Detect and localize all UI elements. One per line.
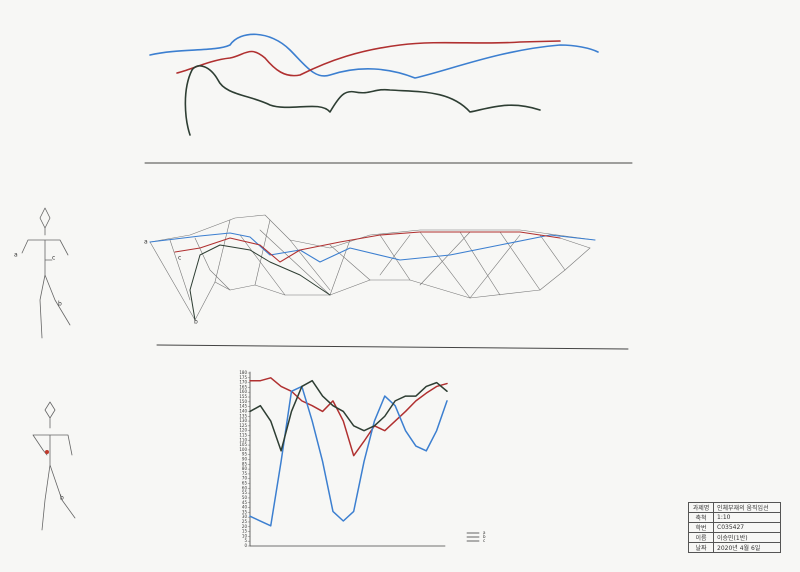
y-tick-label: 80	[242, 466, 248, 471]
y-tick-label: 100	[239, 447, 247, 452]
y-tick-label: 70	[242, 476, 248, 481]
y-tick-label: 180	[239, 370, 247, 375]
y-tick-label: 115	[239, 432, 247, 437]
motion-line	[149, 232, 596, 263]
y-tick-label: 110	[239, 437, 247, 442]
y-tick-label: 175	[239, 375, 247, 380]
figure-label: c	[178, 255, 181, 262]
title-key: 날짜	[688, 542, 714, 553]
y-tick-label: 35	[242, 509, 248, 514]
y-tick-label: 140	[239, 408, 247, 413]
title-value: 인체부재의 움직임선	[713, 502, 781, 513]
y-tick-label: 85	[242, 461, 248, 466]
y-tick-label: 75	[242, 471, 248, 476]
y-tick-label: 25	[242, 519, 248, 524]
motion-line	[176, 40, 561, 77]
y-tick-label: 120	[239, 428, 247, 433]
title-key: 과제명	[688, 502, 714, 513]
y-tick-label: 90	[242, 457, 248, 462]
title-row: 날짜 2020년 4월 6일	[688, 542, 781, 553]
motion-line	[174, 231, 561, 263]
y-tick-label: 150	[239, 399, 247, 404]
y-tick-label: 155	[239, 394, 247, 399]
series-line	[249, 377, 448, 457]
title-row: 과제명 인체부재의 움직임선	[688, 502, 781, 513]
y-tick-label: 165	[239, 384, 247, 389]
title-value: 이승민(1반)	[713, 532, 781, 543]
y-tick-label: 65	[242, 481, 248, 486]
title-key: 이름	[688, 532, 714, 543]
title-row: 학번 C035427	[688, 522, 781, 533]
y-tick-label: 170	[239, 380, 247, 385]
figure-label: b	[194, 319, 198, 326]
title-value: 2020년 4월 6일	[713, 542, 781, 553]
title-value: C035427	[713, 522, 781, 533]
y-tick-label: 20	[242, 524, 248, 529]
y-tick-label: 95	[242, 452, 248, 457]
divider	[156, 344, 629, 350]
title-key: 학번	[688, 522, 714, 533]
figure-label: a	[144, 239, 148, 246]
y-tick-label: 10	[242, 533, 248, 538]
y-tick-label: 130	[239, 418, 247, 423]
series-line	[249, 385, 448, 527]
legend-label: b	[483, 534, 486, 539]
title-value: 1:10	[713, 512, 781, 523]
figure-label: b	[58, 301, 62, 308]
stick-figure	[21, 207, 76, 531]
y-tick-label: 105	[239, 442, 247, 447]
y-tick-label: 45	[242, 500, 248, 505]
y-tick-label: 125	[239, 423, 247, 428]
joint	[45, 450, 49, 454]
y-tick-label: 5	[244, 538, 247, 543]
title-block: 과제명 인체부재의 움직임선 축척 1:10 학번 C035427 이름 이승민(1반) 날짜 2…	[688, 502, 781, 553]
series-line	[249, 379, 448, 452]
y-tick-label: 145	[239, 404, 247, 409]
y-tick-label: 60	[242, 485, 248, 490]
y-tick-label: 135	[239, 413, 247, 418]
y-tick-label: 55	[242, 490, 248, 495]
y-tick-label: 160	[239, 389, 247, 394]
title-row: 이름 이승민(1반)	[688, 532, 781, 543]
figure-label: a	[14, 252, 18, 259]
wireframe	[149, 214, 596, 321]
y-tick-label: 30	[242, 514, 248, 519]
motion-line	[149, 33, 599, 79]
figure-label: c	[52, 255, 55, 262]
motion-line	[184, 65, 541, 136]
legend-label: c	[483, 538, 485, 543]
motion-line	[189, 244, 331, 321]
title-key: 축척	[688, 512, 714, 523]
legend-label: a	[483, 530, 486, 535]
figure-label: b	[60, 495, 64, 502]
y-tick-label: 15	[242, 529, 248, 534]
title-row: 축척 1:10	[688, 512, 781, 523]
y-tick-label: 40	[242, 505, 248, 510]
y-tick-label: 0	[244, 543, 247, 548]
y-tick-label: 50	[242, 495, 248, 500]
